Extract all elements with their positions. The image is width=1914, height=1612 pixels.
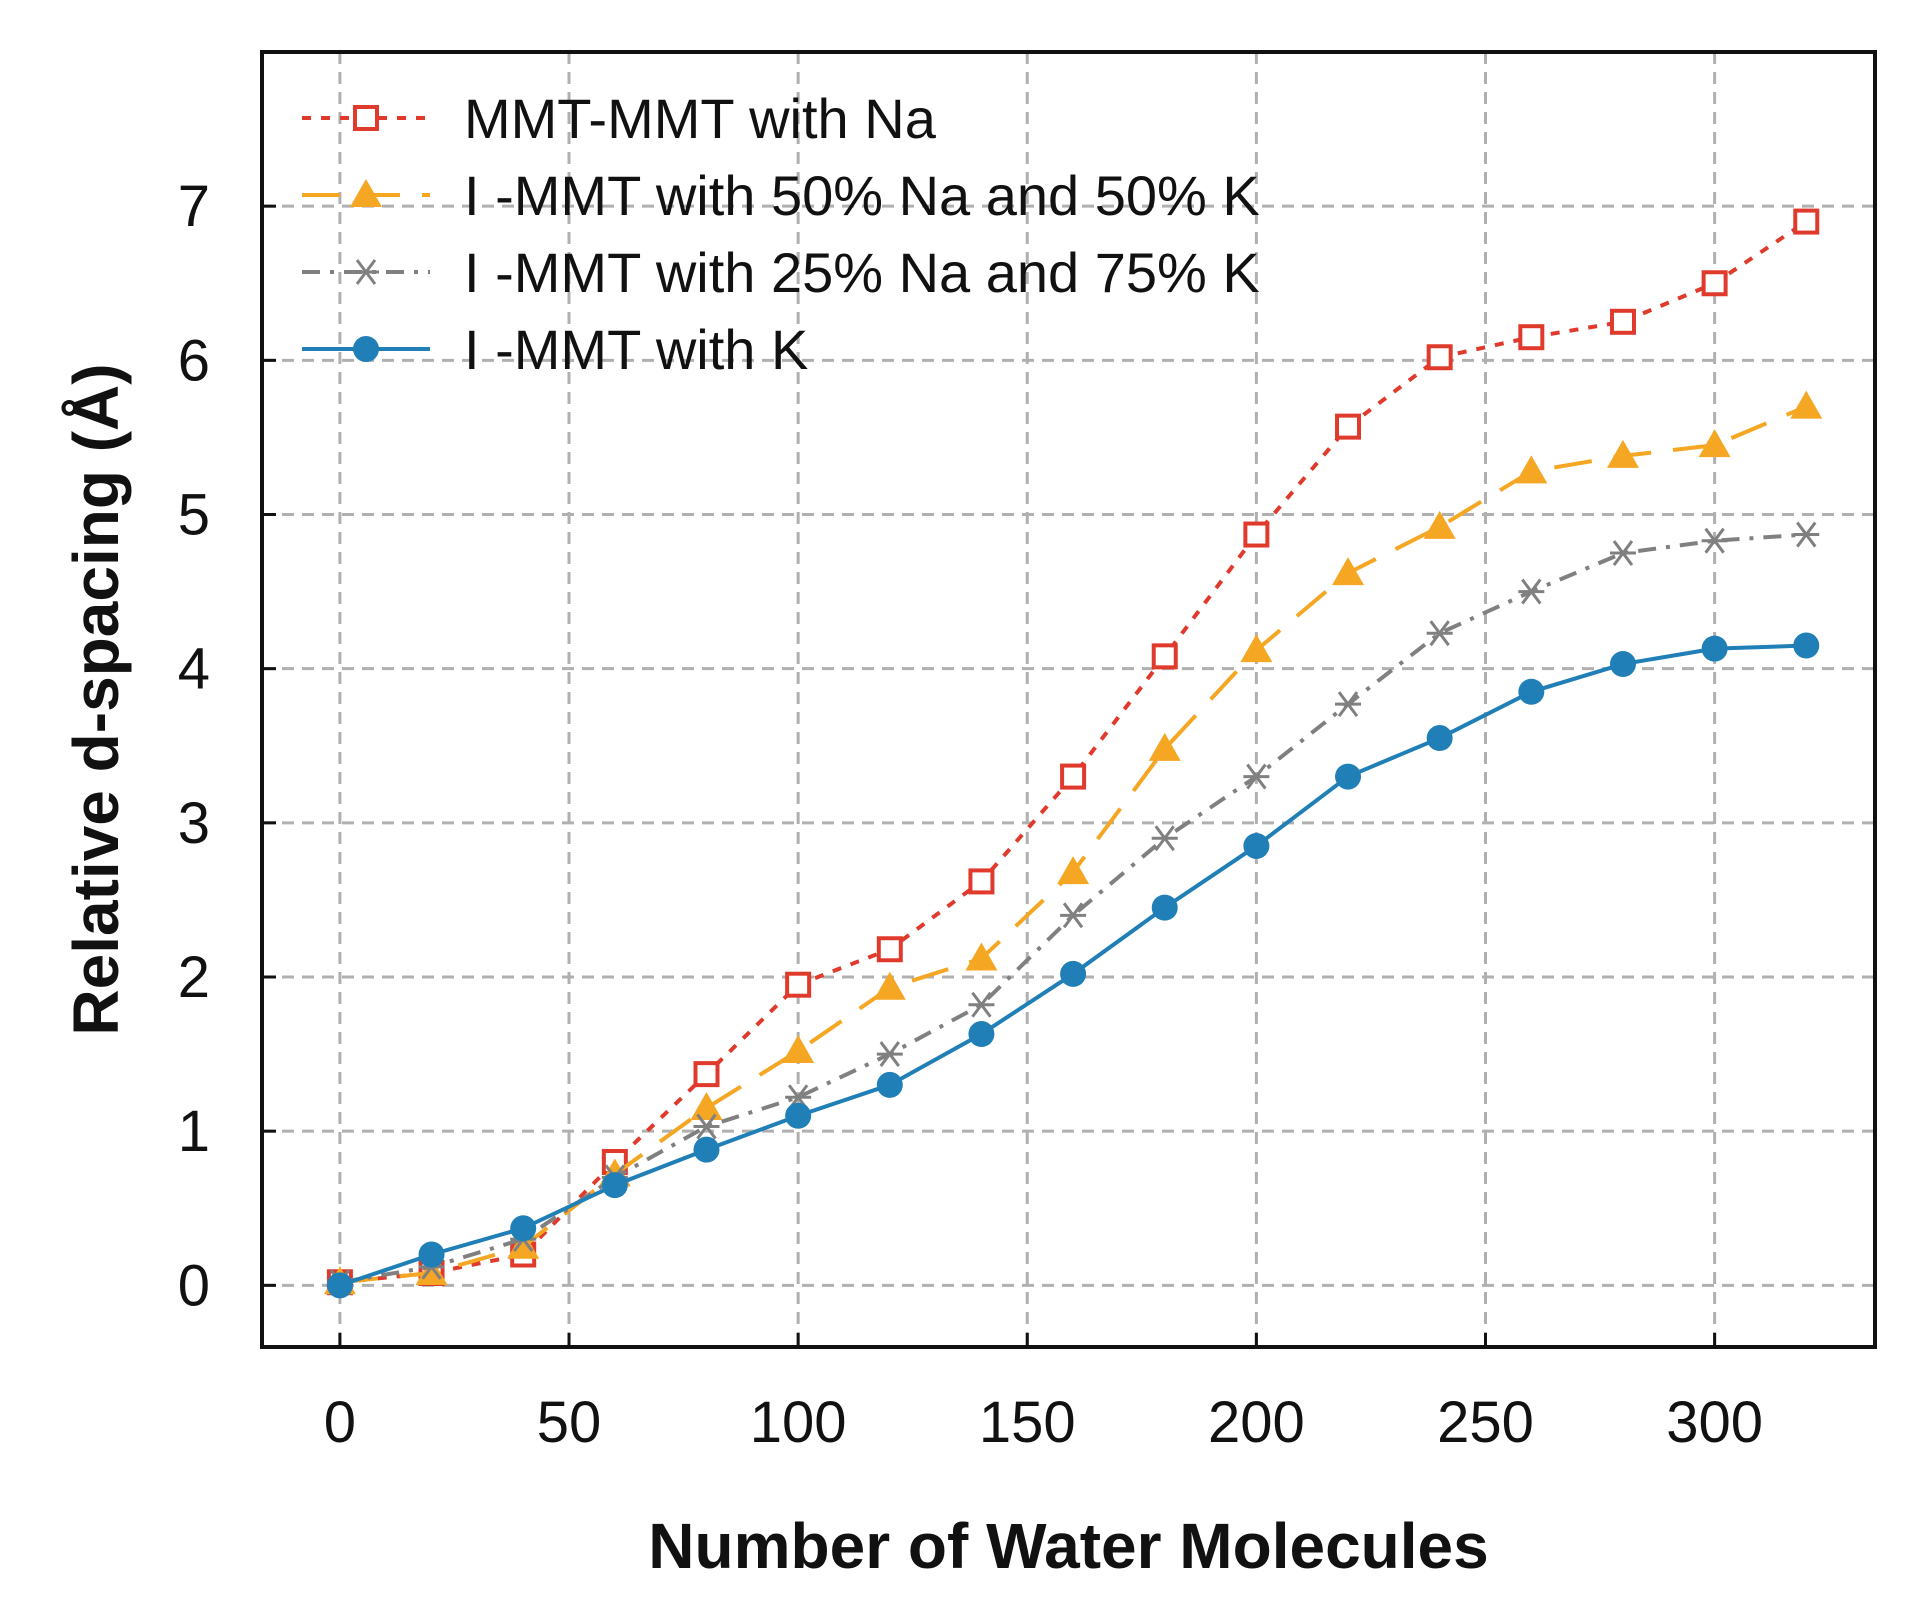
legend-marker — [353, 336, 379, 362]
series-layer — [323, 208, 1823, 1299]
data-point — [326, 1272, 353, 1299]
legend-label: I -MMT with 50% Na and 50% K — [464, 164, 1260, 227]
x-tick-label: 200 — [1208, 1390, 1305, 1455]
data-point — [968, 991, 995, 1018]
data-point — [1518, 578, 1545, 605]
legend-marker — [350, 179, 382, 207]
legend-item: I -MMT with 50% Na and 50% K — [302, 164, 1260, 227]
y-tick-label: 4 — [178, 637, 210, 702]
data-point — [1243, 521, 1270, 548]
x-axis-title: Number of Water Molecules — [648, 1510, 1488, 1582]
data-point — [1151, 894, 1178, 921]
legend-item: I -MMT with K — [302, 318, 808, 381]
x-tick-label: 0 — [324, 1390, 356, 1455]
data-point — [601, 1172, 628, 1199]
data-point — [968, 868, 995, 895]
tick-layer: 0 50 100 150 200 250 300 0 1 2 3 4 5 6 7 — [178, 174, 1763, 1455]
x-tick-label: 250 — [1437, 1390, 1534, 1455]
data-point — [1793, 632, 1820, 659]
series-line — [339, 219, 1808, 1285]
data-point — [693, 1113, 720, 1140]
y-tick-label: 2 — [178, 945, 210, 1010]
series-4 — [326, 632, 1820, 1299]
data-point — [693, 1136, 720, 1163]
data-point — [1151, 825, 1178, 852]
data-point — [1148, 732, 1181, 761]
data-point — [1701, 635, 1728, 662]
data-point — [690, 1092, 723, 1121]
data-point — [968, 1021, 995, 1048]
legend-label: MMT-MMT with Na — [464, 87, 937, 150]
x-tick-label: 100 — [750, 1390, 847, 1455]
data-point — [510, 1215, 537, 1242]
legend-marker — [353, 259, 379, 285]
data-point — [1335, 413, 1362, 440]
data-point — [1423, 510, 1456, 539]
data-point — [1515, 455, 1548, 484]
data-point — [693, 1061, 720, 1088]
data-point — [1606, 439, 1639, 468]
data-point — [1609, 308, 1636, 335]
data-point — [785, 1102, 812, 1129]
data-point — [1151, 643, 1178, 670]
data-point — [1060, 902, 1087, 929]
data-point — [873, 971, 906, 1000]
data-point — [1793, 521, 1820, 548]
legend-item: MMT-MMT with Na — [302, 87, 937, 150]
y-tick-label: 0 — [178, 1253, 210, 1318]
x-tick-label: 300 — [1666, 1390, 1763, 1455]
data-point — [1609, 651, 1636, 678]
data-point — [1060, 960, 1087, 987]
data-point — [785, 971, 812, 998]
legend: MMT-MMT with Na I -MMT with 50% Na and 50… — [302, 87, 1260, 381]
data-point — [1609, 540, 1636, 566]
legend-marker — [353, 105, 379, 131]
data-point — [1243, 763, 1270, 790]
data-point — [1793, 208, 1820, 235]
legend-item: I -MMT with 25% Na and 75% K — [302, 241, 1260, 304]
y-tick-label: 6 — [178, 328, 210, 393]
data-point — [1426, 725, 1453, 752]
y-axis-title: Relative d-spacing (Å) — [60, 363, 132, 1035]
data-point — [876, 936, 903, 963]
data-point — [876, 1071, 903, 1098]
y-tick-label: 1 — [178, 1099, 210, 1164]
x-tick-label: 50 — [537, 1390, 602, 1455]
x-tick-label: 150 — [979, 1390, 1076, 1455]
data-point — [1426, 344, 1453, 371]
data-point — [1057, 856, 1090, 885]
data-point — [1701, 270, 1728, 297]
data-point — [1790, 390, 1823, 419]
data-point — [1701, 527, 1728, 554]
data-point — [1240, 634, 1273, 663]
y-tick-label: 7 — [178, 174, 210, 239]
y-tick-label: 3 — [178, 791, 210, 856]
data-point — [1698, 429, 1731, 458]
data-point — [1243, 832, 1270, 859]
data-point — [1332, 557, 1365, 586]
data-point — [1060, 763, 1087, 790]
data-point — [418, 1241, 445, 1268]
data-point — [1335, 763, 1362, 790]
data-point — [876, 1041, 903, 1067]
legend-label: I -MMT with K — [464, 318, 808, 381]
plot-frame — [260, 50, 1877, 1349]
data-point — [1518, 678, 1545, 705]
data-point — [965, 942, 998, 971]
legend-label: I -MMT with 25% Na and 75% K — [464, 241, 1260, 304]
data-point — [1426, 620, 1453, 647]
data-point — [1335, 691, 1362, 718]
y-tick-label: 5 — [178, 483, 210, 548]
data-point — [782, 1035, 815, 1063]
data-point — [1518, 324, 1545, 351]
